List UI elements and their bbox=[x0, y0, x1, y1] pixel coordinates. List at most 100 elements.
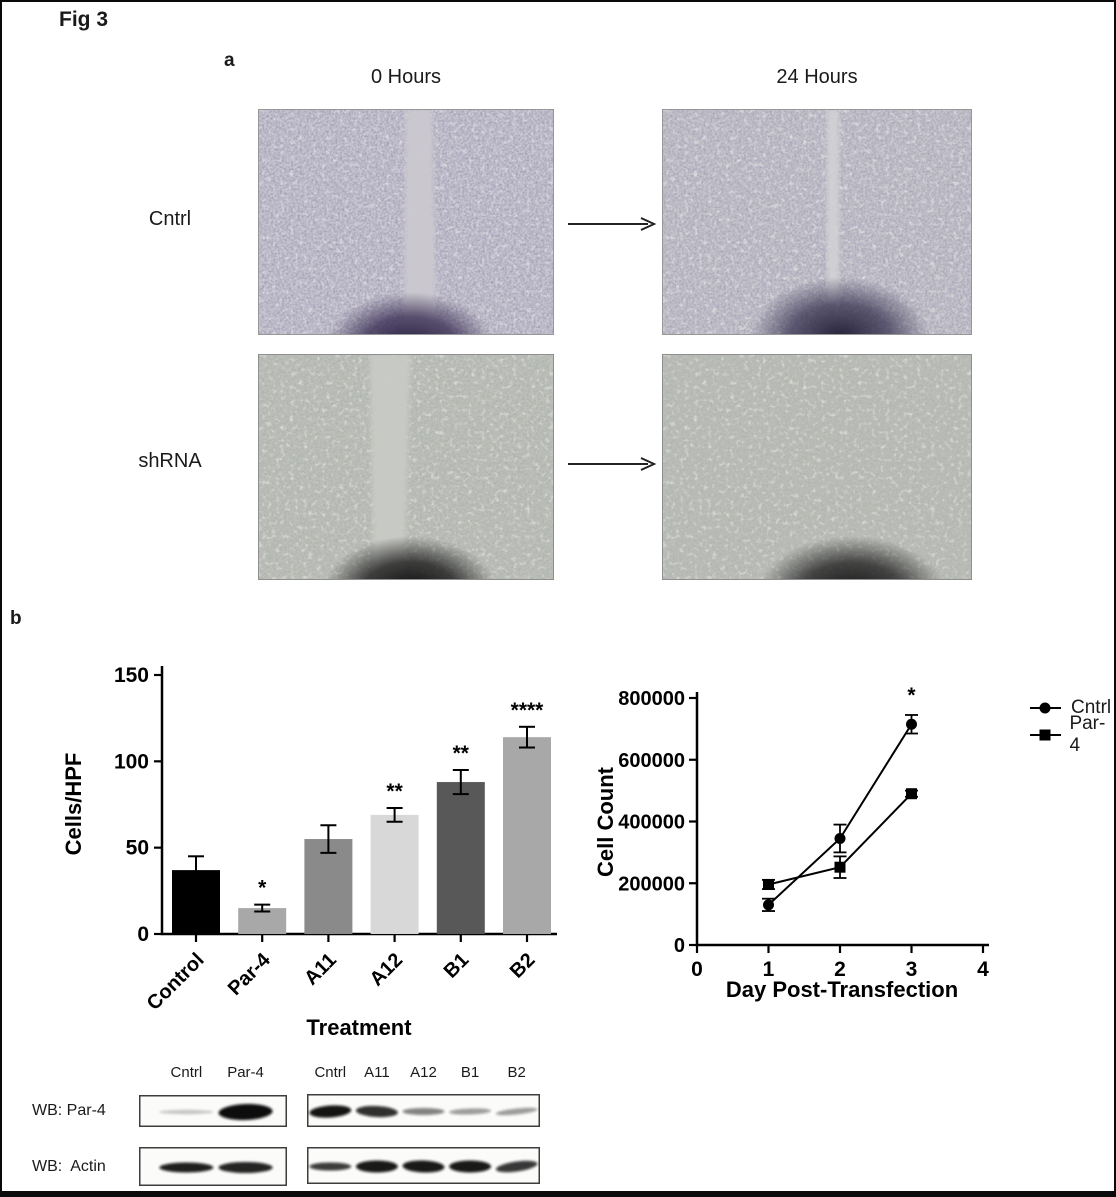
blot-band bbox=[355, 1160, 398, 1173]
blot-band bbox=[495, 1107, 538, 1116]
bar-a11 bbox=[304, 839, 353, 934]
chart-legend: Cntrl Par-4 bbox=[1028, 694, 1114, 756]
significance-label: * bbox=[258, 877, 267, 900]
y-tick-label: 200000 bbox=[618, 873, 685, 895]
marker-square bbox=[834, 861, 846, 873]
blot-row-label: WB: Actin bbox=[32, 1158, 106, 1175]
row-label-shrna: shRNA bbox=[138, 450, 202, 472]
x-category-label: Par-4 bbox=[224, 948, 276, 1000]
x-tick-label: 4 bbox=[977, 958, 989, 981]
legend-item-par4: Par-4 bbox=[1028, 713, 1114, 756]
micrograph-border bbox=[662, 109, 972, 335]
x-category-label: A11 bbox=[300, 949, 341, 990]
micrograph-shrna-24h bbox=[662, 354, 972, 580]
micrograph-cntrl-0h bbox=[258, 109, 554, 335]
y-tick-label: 100 bbox=[114, 750, 149, 773]
panel-b-label: b bbox=[10, 608, 22, 629]
lane-label-par-4: Par-4 bbox=[227, 1064, 264, 1081]
lane-label-cntrl: Cntrl bbox=[170, 1064, 203, 1081]
line-axes bbox=[695, 692, 989, 947]
x-tick-label: 2 bbox=[834, 958, 846, 981]
blot-band bbox=[159, 1109, 214, 1115]
bar-b1 bbox=[436, 782, 485, 934]
line-chart-cell-count: 0 200000 400000 600000 800000 0 1 2 3 4 * Day Post-… bbox=[597, 684, 989, 1002]
legend-label-cntrl: Cntrl bbox=[1071, 696, 1112, 718]
blot-panel bbox=[307, 1147, 540, 1184]
blot-band bbox=[355, 1105, 398, 1118]
marker-circle bbox=[763, 899, 774, 911]
blot-band bbox=[218, 1103, 273, 1121]
column-header-0-hours: 0 Hours bbox=[370, 66, 442, 88]
y-tick-label: 150 bbox=[114, 664, 149, 687]
x-category-label: A12 bbox=[366, 949, 408, 991]
marker-circle bbox=[834, 832, 846, 844]
bar-chart-cells-per-hpf: 0 50 100 150 Control * Par-4 A11 ** A12 ** B1 **** B2… bbox=[61, 664, 557, 1040]
bar-b2 bbox=[503, 737, 551, 934]
y-tick-label: 0 bbox=[137, 923, 149, 946]
micrograph-border bbox=[258, 354, 554, 580]
arrow-shrna-0h-to-24h-icon bbox=[568, 457, 657, 471]
row-label-cntrl: Cntrl bbox=[148, 208, 192, 230]
blot-band bbox=[402, 1108, 445, 1115]
column-header-24-hours: 24 Hours bbox=[776, 66, 858, 88]
y-axis-title: Cell Count bbox=[597, 766, 618, 877]
x-axis-title: Treatment bbox=[306, 1015, 412, 1040]
lane-label-a12: A12 bbox=[410, 1064, 437, 1081]
micrograph-border bbox=[662, 354, 972, 580]
legend-marker-square-icon bbox=[1030, 729, 1061, 740]
x-tick-label: 1 bbox=[763, 958, 775, 981]
x-tick-label: 3 bbox=[906, 958, 918, 981]
marker-circle bbox=[906, 718, 917, 730]
lane-label-b2: B2 bbox=[507, 1064, 526, 1081]
x-axis-title: Day Post-Transfection bbox=[726, 977, 958, 1002]
arrow-cntrl-0h-to-24h-icon bbox=[568, 217, 657, 231]
significance-label: ** bbox=[453, 742, 470, 765]
dark-blob bbox=[760, 536, 944, 580]
scratch-remnant bbox=[827, 109, 839, 304]
y-tick-label: 800000 bbox=[618, 688, 685, 710]
y-tick-label: 400000 bbox=[618, 812, 685, 834]
blot-panel bbox=[139, 1147, 287, 1186]
significance-label: **** bbox=[511, 699, 545, 722]
lane-label-b1: B1 bbox=[460, 1064, 480, 1081]
blot-band bbox=[309, 1105, 352, 1118]
x-category-label: B1 bbox=[440, 949, 474, 983]
lane-label-cntrl: Cntrl bbox=[314, 1064, 347, 1081]
dark-blob bbox=[327, 292, 493, 335]
bar-a12 bbox=[370, 814, 419, 934]
bar-axes bbox=[160, 666, 557, 936]
blot-panel bbox=[307, 1094, 540, 1127]
blot-band bbox=[449, 1108, 492, 1115]
lane-label-a11: A11 bbox=[364, 1064, 390, 1081]
marker-square bbox=[906, 788, 917, 800]
blot-band bbox=[309, 1162, 352, 1171]
legend-item-cntrl: Cntrl bbox=[1028, 694, 1114, 721]
micrograph-border bbox=[258, 109, 554, 335]
x-category-label: Control bbox=[143, 949, 209, 1015]
legend-marker-circle-icon bbox=[1030, 702, 1061, 713]
micrograph-shrna-0h bbox=[258, 354, 554, 580]
dark-blob bbox=[750, 277, 930, 335]
micrograph-cntrl-24h bbox=[662, 109, 972, 335]
significance-label: ** bbox=[386, 780, 403, 803]
y-tick-label: 600000 bbox=[618, 750, 685, 772]
blot-band bbox=[218, 1162, 273, 1173]
blot-band bbox=[402, 1160, 445, 1173]
legend-label-par4: Par-4 bbox=[1069, 712, 1106, 756]
panel-a-label: a bbox=[224, 50, 235, 71]
figure-label: Fig 3 bbox=[59, 8, 109, 31]
blot-band bbox=[449, 1160, 492, 1173]
significance-label: * bbox=[907, 684, 916, 707]
marker-square bbox=[763, 878, 774, 890]
scratch-wound bbox=[370, 354, 410, 580]
x-tick-label: 0 bbox=[691, 958, 703, 981]
blot-panel bbox=[139, 1095, 287, 1127]
scratch-wound bbox=[404, 109, 436, 335]
y-tick-label: 0 bbox=[674, 935, 685, 957]
blot-band bbox=[159, 1162, 214, 1173]
x-category-label: B2 bbox=[506, 949, 540, 983]
blot-band bbox=[495, 1160, 538, 1173]
blot-row-label: WB: Par-4 bbox=[32, 1102, 106, 1119]
y-tick-label: 50 bbox=[126, 837, 149, 860]
